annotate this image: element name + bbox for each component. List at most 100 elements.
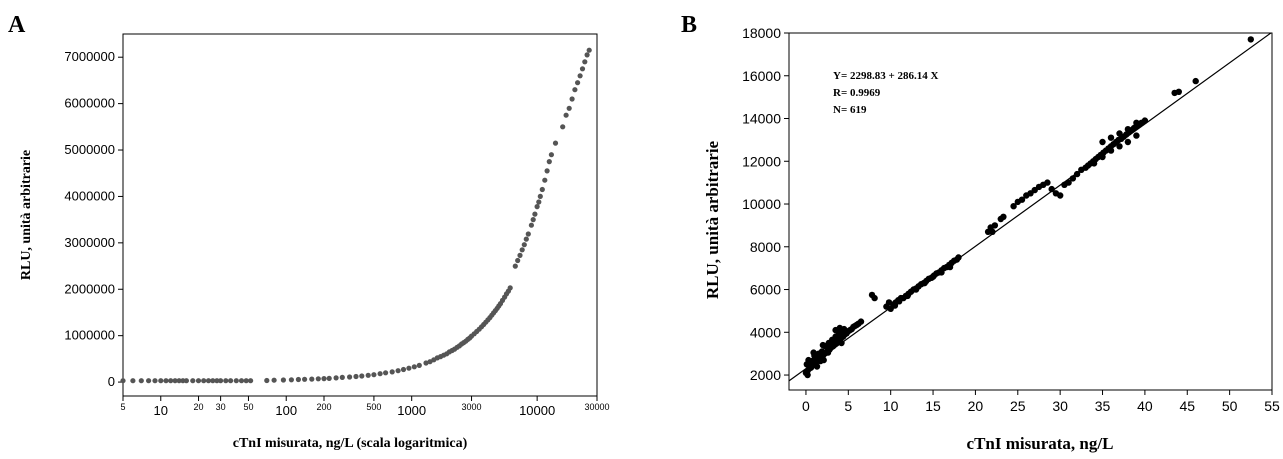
chart-a-data-point — [542, 177, 548, 183]
chart-b-x-tick-label: 35 — [1095, 398, 1111, 414]
chart-a-points — [120, 47, 592, 384]
chart-b-y-tick-label: 8000 — [750, 239, 781, 255]
chart-a-data-point — [183, 378, 189, 384]
chart-a-x-tick-label: 30 — [216, 402, 226, 412]
chart-a-data-point — [302, 376, 308, 382]
chart-a-data-point — [280, 377, 286, 383]
chart-a-data-point — [530, 217, 536, 223]
chart-b-data-point — [1048, 185, 1055, 193]
chart-a-y-tick-label: 6000000 — [64, 96, 115, 111]
chart-a-data-point — [339, 374, 345, 380]
chart-b-x-tick-label: 30 — [1052, 398, 1068, 414]
chart-b-x-tick-label: 25 — [1010, 398, 1026, 414]
chart-a-x-tick-label: 20 — [194, 402, 204, 412]
chart-a-data-point — [521, 242, 527, 248]
chart-a-data-point — [138, 378, 144, 384]
chart-a-x-tick-label: 1000 — [397, 403, 426, 418]
chart-b-data-point — [1099, 138, 1106, 146]
chart-a-data-point — [163, 378, 169, 384]
chart-b-y-tick-label: 10000 — [742, 196, 781, 212]
chart-a-plot-frame — [122, 33, 598, 397]
chart-a-data-point — [248, 378, 254, 384]
chart-b-x-tick-label: 20 — [968, 398, 984, 414]
chart-b-data-point — [989, 228, 996, 235]
chart-b-data-point — [921, 279, 928, 287]
chart-a-data-point — [406, 365, 412, 371]
chart-b-data-point — [819, 341, 827, 349]
chart-a-data-point — [218, 378, 224, 384]
chart-b-x-tick-label: 45 — [1179, 398, 1195, 414]
chart-b-y-tick-label: 16000 — [742, 68, 781, 84]
chart-b-x-tick-label: 5 — [844, 398, 852, 414]
chart-a-data-point — [365, 372, 371, 378]
chart-a-data-point — [205, 378, 212, 384]
chart-b-data-point — [1069, 175, 1077, 182]
chart-b-x-tick-label: 10 — [883, 398, 899, 414]
chart-a-data-point — [539, 186, 545, 193]
chart-b-data-point — [1141, 117, 1149, 124]
chart-a-data-point — [515, 257, 521, 264]
chart-a-data-point — [546, 159, 552, 165]
chart-b-data-point — [836, 324, 843, 332]
chart-a-y-tick-label: 7000000 — [64, 49, 115, 64]
chart-b-x-tick-label: 40 — [1137, 398, 1153, 414]
chart-a-data-point — [572, 87, 578, 93]
chart-a-data-point — [400, 366, 407, 373]
chart-b-data-point — [1073, 170, 1081, 178]
panel-letter-a: A — [8, 12, 26, 38]
chart-b-y-tick-label: 6000 — [750, 282, 781, 298]
chart-a-data-point — [264, 377, 270, 384]
chart-b-y-tick-label: 4000 — [750, 324, 781, 340]
chart-a-y-axis-label: RLU, unità arbitrarie — [19, 150, 34, 280]
chart-a-data-point — [560, 124, 566, 130]
chart-b-x-tick-label: 15 — [925, 398, 941, 414]
chart-a-data-point — [389, 369, 395, 375]
chart-a-y-tick-label: 3000000 — [64, 235, 115, 250]
chart-a-data-point — [326, 375, 332, 381]
chart-b-data-point — [929, 273, 937, 280]
chart-b-y-tick-label: 18000 — [742, 25, 781, 41]
chart-b-data-point — [838, 339, 845, 347]
chart-b-data-point — [813, 363, 821, 370]
chart-a-data-point — [377, 371, 383, 377]
chart-a-data-point — [146, 378, 152, 384]
chart-a-data-point — [195, 378, 202, 384]
chart-a-data-point — [569, 96, 575, 102]
chart-a-x-tick-label: 200 — [316, 402, 331, 412]
chart-a-data-point — [315, 376, 321, 382]
chart-a-data-point — [416, 362, 422, 368]
chart-a-data-point — [517, 252, 523, 258]
chart-a-data-point — [295, 376, 301, 383]
chart-a-data-point — [523, 236, 529, 242]
chart-b-y-tick-label: 2000 — [750, 367, 781, 383]
chart-a-data-point — [152, 378, 158, 384]
chart-a-data-point — [582, 59, 588, 65]
chart-b-annotation-r: R= 0.9969 — [833, 87, 881, 99]
chart-a-data-point — [130, 378, 136, 384]
chart-b-data-point — [807, 363, 814, 370]
chart-a-data-point — [120, 378, 126, 384]
chart-a-data-point — [579, 66, 586, 72]
chart-a-y-tick-label: 0 — [108, 374, 115, 389]
chart-a-data-point — [243, 378, 249, 384]
chart-a-axis-ticks: 0 1000000 2000000 3000000 4000000 5000000 6000… — [64, 49, 609, 418]
chart-b-x-axis-label: cTnI misurata, ng/L — [967, 434, 1114, 453]
chart-b-x-tick-label: 0 — [802, 398, 810, 414]
chart-b-data-point — [1175, 88, 1183, 96]
chart-a-x-tick-label: 3000 — [462, 402, 482, 412]
chart-a-data-point — [214, 378, 220, 384]
chart-b-data-point — [1133, 132, 1140, 139]
chart-a-x-tick-label: 500 — [366, 402, 381, 412]
chart-a-y-tick-label: 1000000 — [64, 328, 115, 343]
chart-b-data-point — [896, 298, 903, 305]
chart-a-data-point — [359, 373, 365, 379]
chart-b-data-point — [1000, 213, 1007, 220]
chart-a-data-point — [566, 105, 572, 111]
chart-b-data-point — [946, 263, 954, 271]
chart-a-y-tick-label: 4000000 — [64, 188, 115, 203]
chart-a-data-point — [238, 378, 245, 384]
chart-a-data-point — [228, 378, 234, 384]
chart-b-data-point — [830, 338, 838, 346]
chart-a-data-point — [507, 285, 513, 291]
chart-b-data-point — [804, 371, 811, 379]
